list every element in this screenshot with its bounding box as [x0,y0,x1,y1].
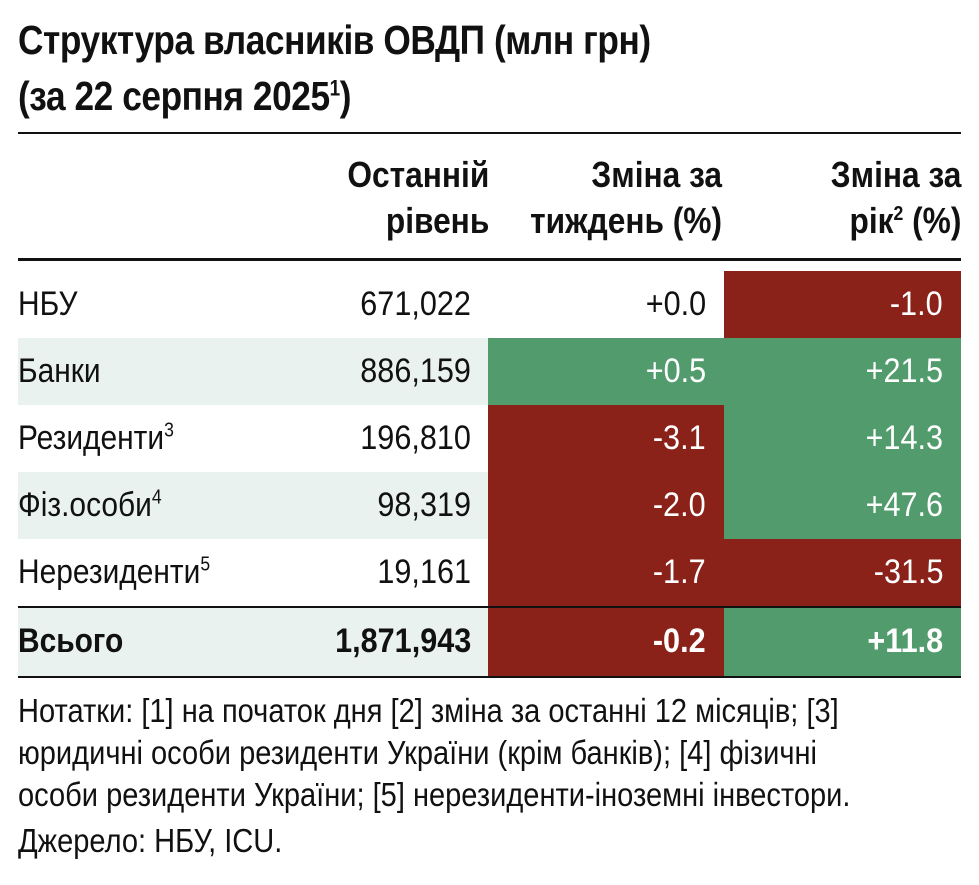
year-change-cell-bg [724,405,961,472]
total-year-change-value: +11.8 [867,622,943,660]
week-change-cell-bg [488,472,724,539]
table-row: НБУ 671,022 +0.0 -1.0 [18,271,961,338]
week-change-cell-bg [488,405,724,472]
year-change-cell-bg [724,472,961,539]
total-level-value: 1,871,943 [334,622,471,660]
footnotes: Нотатки: [1] на початок дня [2] зміна за… [18,692,851,813]
row-label: Нерезиденти5 [18,553,211,591]
week-change-value: +0.5 [645,352,706,390]
row-label: Резиденти3 [18,419,174,457]
table-row: Резиденти3 196,810 -3.1 +14.3 [18,405,961,472]
year-change-value: -1.0 [890,285,943,323]
bottom-rule [18,676,961,678]
year-change-value: +47.6 [865,486,943,524]
year-change-cell-bg [724,539,961,606]
week-change-value: -2.0 [653,486,706,524]
level-value: 19,161 [377,553,471,591]
column-header-year-change: Зміна за рік2 (%) [830,154,961,241]
year-change-value: -31.5 [873,553,943,591]
week-change-cell-bg [488,338,724,405]
year-change-value: +21.5 [865,352,943,390]
week-change-cell-bg [488,539,724,606]
source-note: Джерело: НБУ, ICU. [18,822,283,859]
year-change-value: +14.3 [865,419,943,457]
table-title: Структура власників ОВДП (млн грн) (за 2… [18,12,651,124]
total-week-change-value: -0.2 [653,622,706,660]
title-line-2: (за 22 серпня 20251) [18,73,352,119]
week-change-value: -3.1 [653,419,706,457]
table-row: Фіз.особи4 98,319 -2.0 +47.6 [18,472,961,539]
table-row: Нерезиденти5 19,161 -1.7 -31.5 [18,539,961,606]
level-value: 98,319 [377,486,471,524]
level-value: 196,810 [360,419,471,457]
total-rule [18,606,961,608]
week-change-value: +0.0 [645,285,706,323]
column-header-week-change: Зміна за тиждень (%) [530,154,722,241]
title-line-1: Структура власників ОВДП (млн грн) [18,17,651,63]
year-change-cell-bg [724,608,961,676]
week-change-cell-bg [488,608,724,676]
year-change-cell-bg [724,338,961,405]
column-header-level: Останній рівень [347,154,489,241]
header-rule [18,258,961,261]
row-label: Банки [18,352,101,390]
year-change-cell-bg [724,271,961,338]
row-label: Фіз.особи4 [18,486,162,524]
row-label: НБУ [18,285,78,323]
top-rule [18,132,961,134]
table-row: Банки 886,159 +0.5 +21.5 [18,338,961,405]
week-change-value: -1.7 [653,553,706,591]
level-value: 886,159 [360,352,471,390]
total-label: Всього [18,622,124,660]
level-value: 671,022 [360,285,471,323]
total-row: Всього 1,871,943 -0.2 +11.8 [18,608,961,676]
